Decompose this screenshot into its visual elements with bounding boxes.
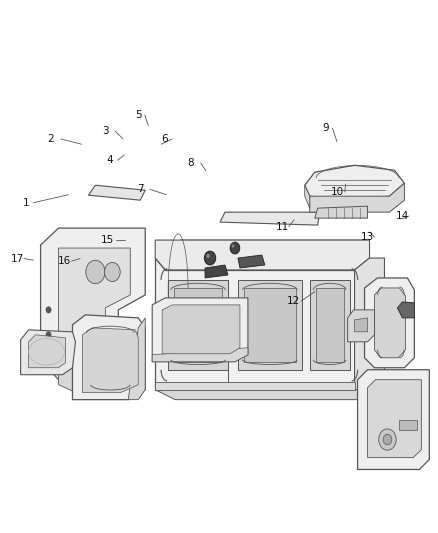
Polygon shape (205, 265, 228, 278)
Polygon shape (72, 315, 145, 400)
Polygon shape (367, 379, 421, 457)
Circle shape (230, 242, 240, 254)
Polygon shape (316, 288, 343, 362)
Text: 14: 14 (396, 211, 409, 221)
Polygon shape (238, 280, 302, 370)
Polygon shape (21, 330, 75, 375)
Polygon shape (305, 185, 310, 208)
Text: 4: 4 (106, 155, 113, 165)
Polygon shape (162, 305, 240, 354)
Text: 17: 17 (11, 254, 24, 263)
Circle shape (383, 434, 392, 445)
Polygon shape (355, 318, 367, 332)
Polygon shape (355, 258, 385, 390)
Text: 3: 3 (102, 126, 109, 136)
Polygon shape (128, 318, 145, 400)
Polygon shape (88, 185, 145, 200)
Polygon shape (364, 278, 414, 368)
Polygon shape (168, 280, 228, 370)
Polygon shape (314, 206, 367, 218)
Text: 8: 8 (187, 158, 194, 168)
Polygon shape (174, 288, 222, 362)
Text: 5: 5 (135, 110, 141, 120)
Circle shape (86, 260, 105, 284)
Polygon shape (155, 240, 370, 270)
Text: 9: 9 (323, 123, 329, 133)
Polygon shape (238, 255, 265, 268)
Polygon shape (305, 165, 404, 200)
Text: 7: 7 (137, 184, 144, 195)
Circle shape (379, 429, 396, 450)
Polygon shape (152, 348, 248, 362)
Polygon shape (155, 390, 385, 400)
Polygon shape (155, 382, 355, 390)
Polygon shape (310, 280, 350, 370)
Polygon shape (397, 302, 414, 318)
Text: 6: 6 (161, 134, 168, 144)
Circle shape (46, 306, 51, 313)
Circle shape (46, 332, 51, 338)
Polygon shape (28, 335, 66, 368)
Text: 10: 10 (330, 187, 343, 197)
Polygon shape (244, 288, 296, 362)
Circle shape (206, 254, 210, 258)
Text: 1: 1 (23, 198, 29, 208)
Text: 15: 15 (101, 235, 114, 245)
Text: 11: 11 (276, 222, 289, 232)
Text: 13: 13 (361, 232, 374, 243)
Polygon shape (220, 212, 320, 225)
Text: 2: 2 (48, 134, 54, 144)
Polygon shape (310, 183, 404, 212)
Polygon shape (59, 358, 106, 394)
Circle shape (105, 262, 120, 281)
Polygon shape (357, 370, 429, 470)
Polygon shape (82, 328, 138, 393)
Circle shape (205, 251, 215, 265)
Polygon shape (155, 258, 355, 390)
Polygon shape (348, 310, 374, 342)
Polygon shape (155, 240, 370, 270)
Polygon shape (399, 419, 417, 430)
Polygon shape (374, 288, 406, 358)
Polygon shape (59, 248, 130, 368)
Text: 16: 16 (57, 256, 71, 266)
Text: 12: 12 (286, 296, 300, 306)
Circle shape (232, 245, 234, 248)
Polygon shape (152, 298, 248, 362)
Polygon shape (41, 228, 145, 379)
